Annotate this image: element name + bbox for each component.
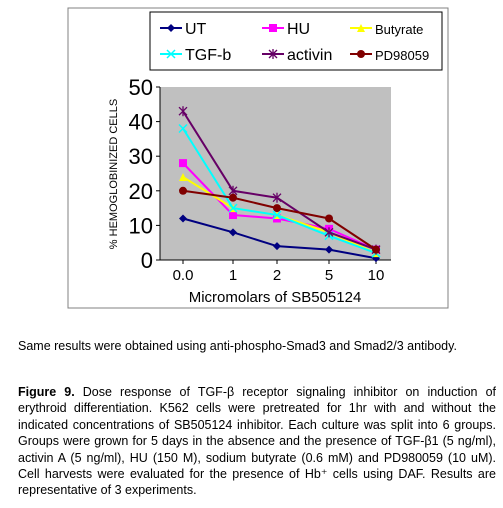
legend-item: TGF-b <box>160 47 231 64</box>
y-tick-label: 0 <box>141 248 153 273</box>
legend-item: HU <box>262 21 310 38</box>
note-text: Same results were obtained using anti-ph… <box>18 339 457 353</box>
legend-marker <box>269 24 277 32</box>
legend-item: UT <box>160 21 207 38</box>
legend-label: TGF-b <box>185 47 231 64</box>
legend-label: UT <box>185 21 207 38</box>
legend-item: activin <box>262 47 332 64</box>
data-point <box>229 228 237 237</box>
legend-marker <box>357 50 365 58</box>
y-ticks: 0 10 20 30 40 50 <box>129 75 160 273</box>
x-ticks: 0.0 1 2 5 10 <box>173 260 385 284</box>
legend-label: HU <box>287 21 310 38</box>
series-pd98059 <box>179 186 380 254</box>
legend-item: PD98059 <box>350 48 429 63</box>
data-point <box>272 210 282 220</box>
data-point <box>372 245 380 254</box>
figure-caption: Figure 9. Dose response of TGF-β recepto… <box>18 384 496 499</box>
data-point <box>273 242 281 251</box>
y-tick-label: 20 <box>129 179 153 204</box>
marker-stroke <box>178 123 188 134</box>
x-tick-label: 1 <box>229 267 237 284</box>
legend: UT HU Butyrate TGF-b activin PD98059 <box>160 21 429 64</box>
data-point <box>228 203 238 213</box>
chart-svg: UT HU Butyrate TGF-b activin PD98059 0 10 20 30 4… <box>67 7 449 309</box>
x-tick-label: 5 <box>325 267 333 284</box>
data-point <box>325 214 333 223</box>
legend-marker <box>268 49 278 59</box>
data-point <box>178 106 188 117</box>
caption-text: Dose response of TGF-β receptor signalin… <box>18 385 496 498</box>
series-ut <box>179 214 380 263</box>
data-point <box>179 159 187 168</box>
x-tick-label: 2 <box>273 267 281 284</box>
data-point <box>272 192 282 203</box>
legend-box <box>149 11 443 71</box>
data-point <box>179 172 187 181</box>
legend-marker <box>357 24 365 32</box>
data-point <box>229 193 237 202</box>
data-point <box>178 123 188 134</box>
data-point <box>229 211 237 220</box>
chart: UT HU Butyrate TGF-b activin PD98059 0 10 20 30 4… <box>67 7 449 309</box>
legend-marker <box>167 24 175 32</box>
y-tick-label: 10 <box>129 213 153 238</box>
series <box>178 106 381 263</box>
legend-label: PD98059 <box>375 48 429 63</box>
y-tick-label: 50 <box>129 75 153 100</box>
legend-marker <box>166 49 176 59</box>
data-point <box>372 254 380 263</box>
plot-area <box>160 87 391 260</box>
marker-stroke <box>228 203 238 213</box>
x-axis-label: Micromolars of SB505124 <box>189 289 362 306</box>
data-point <box>179 214 187 223</box>
data-point <box>324 227 334 238</box>
legend-label: activin <box>287 47 332 64</box>
marker-stroke <box>166 49 176 59</box>
x-tick-label: 10 <box>368 267 385 284</box>
legend-item: Butyrate <box>350 22 423 37</box>
y-tick-label: 40 <box>129 110 153 135</box>
marker-stroke <box>272 210 282 220</box>
data-point <box>179 186 187 195</box>
data-point <box>273 204 281 213</box>
data-point <box>325 245 333 254</box>
legend-label: Butyrate <box>375 22 423 37</box>
x-tick-label: 0.0 <box>173 267 194 284</box>
caption-label: Figure 9. <box>18 385 75 399</box>
y-axis-label: % HEMOGLOBINIZED CELLS <box>108 99 120 249</box>
y-tick-label: 30 <box>129 144 153 169</box>
